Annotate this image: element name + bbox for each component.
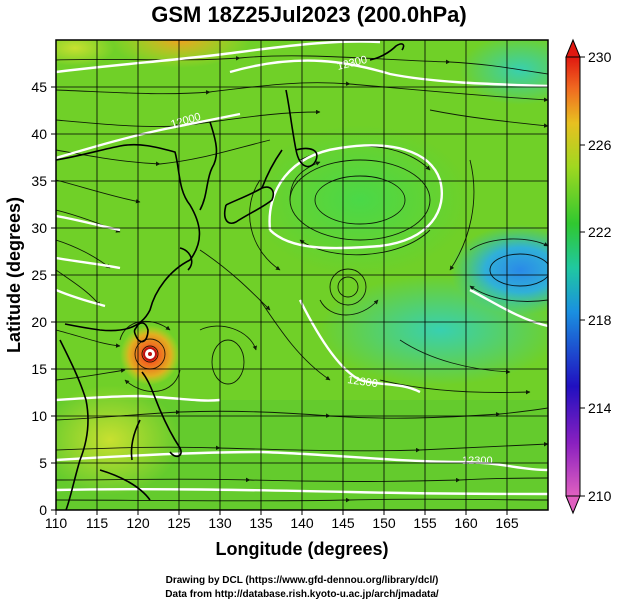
x-axis-label: Longitude (degrees): [215, 539, 388, 559]
x-tick-label: 140: [290, 515, 314, 531]
colorbar-tick-label: 226: [588, 137, 612, 153]
y-tick-label: 5: [39, 455, 47, 471]
y-tick-label: 25: [31, 267, 47, 283]
colorbar-tick-label: 210: [588, 488, 612, 504]
y-tick-label: 45: [31, 79, 47, 95]
colorbar-max-triangle: [565, 38, 581, 58]
y-tick-label: 15: [31, 361, 47, 377]
field-cyan-northeast: [460, 40, 548, 105]
field-anticyclone: [250, 125, 470, 275]
colorbar: 210 214 218 222 226 230: [565, 38, 612, 515]
y-tick-label: 35: [31, 173, 47, 189]
x-tick-label: 115: [86, 515, 109, 531]
x-tick-label: 110: [45, 515, 68, 531]
colorbar-scale: [565, 56, 581, 497]
y-tick-label: 40: [31, 126, 47, 142]
y-axis-label: Latitude (degrees): [4, 197, 24, 353]
typhoon-marker: [143, 347, 157, 361]
field-warm-north: [110, 40, 250, 68]
colorbar-min-triangle: [565, 495, 581, 515]
x-axis: [55, 510, 508, 515]
y-tick-label: 20: [31, 314, 47, 330]
chart-title: GSM 18Z25Jul2023 (200.0hPa): [151, 2, 467, 27]
x-tick-label: 160: [454, 515, 478, 531]
x-tick-label: 125: [167, 515, 191, 531]
coastlines: [56, 43, 405, 510]
y-tick-label: 10: [31, 408, 47, 424]
y-tick-label: 30: [31, 220, 47, 236]
y-tick-labels: 0 5 10 15 20 25 30 35 40 45: [31, 79, 47, 518]
x-tick-label: 150: [372, 515, 396, 531]
x-tick-label: 145: [331, 515, 355, 531]
x-tick-label: 165: [495, 515, 519, 531]
y-tick-label: 0: [39, 502, 47, 518]
x-tick-label: 130: [208, 515, 232, 531]
y-axis: [51, 86, 56, 511]
field-warm-north-west: [56, 40, 115, 66]
contour-label: 12300: [347, 374, 379, 390]
field-yellow-philippines: [56, 385, 180, 495]
x-tick-label: 135: [249, 515, 273, 531]
plot-area: 12300 12000 12300 12300: [56, 40, 548, 510]
grid-lines: [56, 40, 548, 510]
colorbar-tick-label: 214: [588, 400, 612, 416]
credit-line-2: Data from http://database.rish.kyoto-u.a…: [165, 589, 439, 600]
field-cyan-band: [320, 275, 548, 385]
x-tick-labels: 110 115 120 125 130 135 140 145 150 155 …: [45, 515, 519, 531]
colorbar-tick-label: 218: [588, 312, 612, 328]
x-tick-label: 155: [413, 515, 437, 531]
contour-label: 12300: [462, 455, 493, 467]
credit-line-1: Drawing by DCL (https://www.gfd-dennou.o…: [166, 575, 439, 586]
colorbar-tick-label: 222: [588, 224, 612, 240]
x-tick-label: 120: [126, 515, 150, 531]
streamlines: [56, 55, 548, 503]
colorbar-tick-label: 230: [588, 49, 612, 65]
